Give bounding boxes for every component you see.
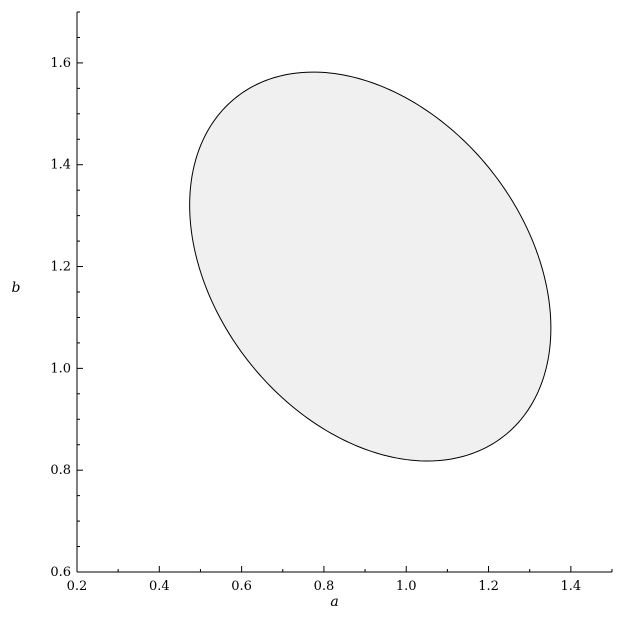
y-tick-label: 1.0 [50,361,71,376]
x-axis-title: a [330,594,338,610]
y-tick-label: 0.8 [50,463,71,478]
y-tick-label: 1.6 [50,56,71,71]
y-axis-title: b [12,280,21,296]
y-tick-label: 1.2 [50,260,71,275]
x-tick-label: 1.0 [396,579,417,594]
x-tick-label: 1.2 [478,579,499,594]
y-tick-label: 0.6 [50,565,71,580]
x-tick-label: 0.2 [67,579,88,594]
region-layer [189,71,552,462]
ellipse-region [189,71,552,462]
y-ticks: 0.6 0.8 1.0 1.2 1.4 1.6 [50,11,83,580]
x-tick-label: 0.4 [149,579,170,594]
x-tick-label: 0.8 [314,579,335,594]
x-tick-label: 0.6 [231,579,252,594]
x-ticks: 0.2 0.4 0.6 0.8 1.0 1.2 1.4 [67,566,613,594]
x-tick-label: 1.4 [561,579,582,594]
y-tick-label: 1.4 [50,158,71,173]
